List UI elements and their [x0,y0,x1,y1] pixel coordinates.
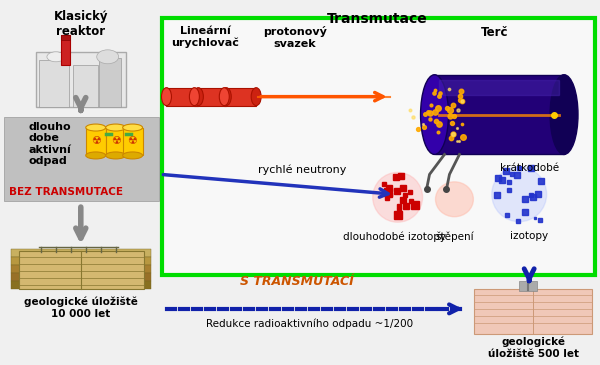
Bar [61,35,70,40]
Bar [4,116,158,201]
Ellipse shape [122,124,143,131]
Text: ☢: ☢ [128,137,137,146]
Text: štěpení: štěpení [435,231,474,242]
Ellipse shape [221,88,231,105]
Text: BEZ TRANSMUTACE: BEZ TRANSMUTACE [9,187,123,197]
Bar [439,80,559,95]
Bar [224,88,256,105]
Bar [36,52,125,107]
Bar [39,60,69,107]
Ellipse shape [193,88,203,105]
Text: ☢: ☢ [110,137,121,146]
Text: S TRANSMUTACÍ: S TRANSMUTACÍ [240,275,354,288]
Text: krátkodobé: krátkodobé [500,164,559,173]
Bar [194,88,226,105]
Ellipse shape [421,75,448,154]
Bar [19,251,143,289]
Ellipse shape [122,152,143,159]
Bar [86,127,106,155]
Bar [1,0,161,364]
Text: Klasický
reaktor: Klasický reaktor [53,10,108,38]
Ellipse shape [86,124,106,131]
Ellipse shape [86,152,106,159]
Bar [166,88,199,105]
Text: Terč: Terč [481,26,508,39]
Text: dlouho
dobe
aktivní
odpad: dlouho dobe aktivní odpad [29,122,72,166]
Text: Redukce radioaktivního odpadu ~1/200: Redukce radioaktivního odpadu ~1/200 [206,319,413,329]
Bar [61,35,70,65]
Ellipse shape [373,172,422,222]
Bar [163,18,595,275]
Bar [434,75,564,154]
Bar [11,257,151,265]
Bar [99,58,121,107]
Text: Lineární
urychlovač: Lineární urychlovač [172,26,239,48]
Ellipse shape [492,167,547,222]
Text: geologické úložiště
10 000 let: geologické úložiště 10 000 let [24,297,138,319]
Text: izotopy: izotopy [510,231,548,241]
Bar [11,249,151,257]
Ellipse shape [190,88,199,105]
Ellipse shape [436,182,473,217]
Ellipse shape [251,88,261,105]
Ellipse shape [97,50,119,64]
Ellipse shape [47,52,65,62]
Ellipse shape [550,75,578,154]
Ellipse shape [219,88,229,105]
Text: protonový
svazek: protonový svazek [263,26,327,49]
Bar [11,273,151,281]
Ellipse shape [106,152,125,159]
Bar [11,281,151,289]
Bar [73,65,98,107]
Text: ☢: ☢ [91,137,101,146]
Bar [122,127,143,155]
Text: rychlé neutrony: rychlé neutrony [258,164,346,175]
Bar [11,265,151,273]
Text: dlouhodobé izotopy: dlouhodobé izotopy [343,231,446,242]
Text: geologické
úložiště 500 let: geologické úložiště 500 let [488,337,578,359]
Ellipse shape [161,88,172,105]
Bar [106,127,125,155]
Bar [475,289,592,334]
Ellipse shape [106,124,125,131]
Bar [519,281,537,291]
Text: Transmutace: Transmutace [328,12,428,26]
